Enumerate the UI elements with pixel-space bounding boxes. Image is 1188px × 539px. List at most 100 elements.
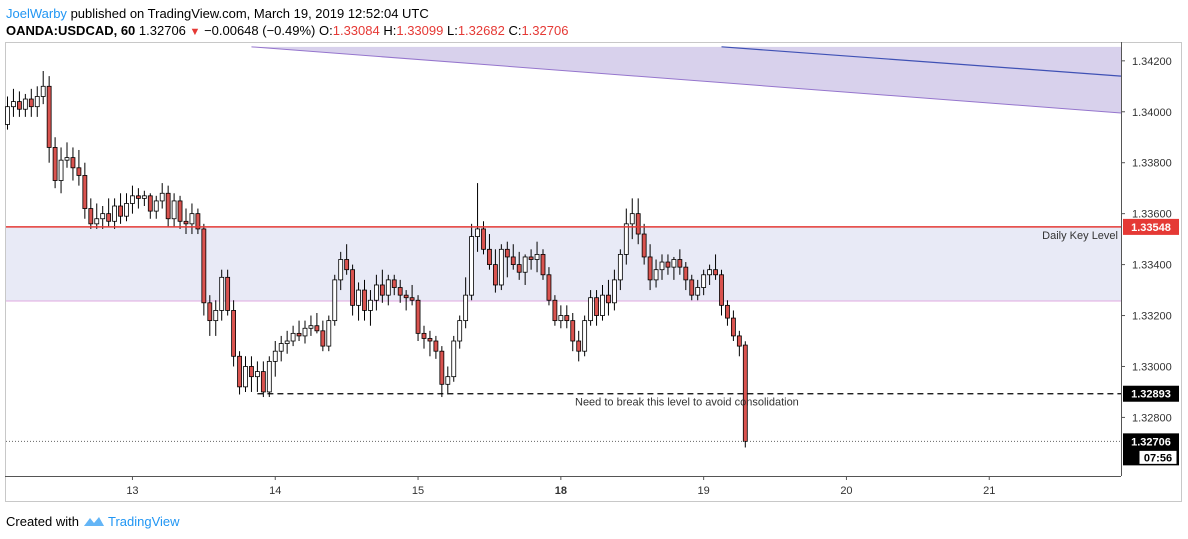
candle-body: [16, 101, 22, 110]
candle-body: [641, 233, 647, 258]
candle-body: [219, 276, 225, 311]
countdown-bg: [1138, 449, 1178, 465]
candle-body: [701, 274, 707, 288]
candle-body: [492, 264, 498, 286]
symbol-label: OANDA:USDCAD, 60: [6, 23, 136, 38]
candle-body: [112, 205, 117, 222]
candle-body: [487, 248, 492, 265]
open-value: 1.33084: [332, 23, 380, 38]
candle-body: [546, 274, 552, 301]
candle-body: [451, 340, 457, 378]
candle-body: [296, 332, 302, 337]
candle-body: [34, 96, 40, 108]
candle-body: [64, 157, 70, 161]
candle-body: [742, 344, 748, 442]
footer: Created with TradingView: [6, 514, 180, 530]
candle-body: [510, 256, 516, 265]
candle-body: [266, 360, 272, 393]
candle-body: [582, 320, 588, 352]
time-tick-label: 21: [983, 485, 995, 497]
candle-body: [594, 297, 599, 316]
candle-body: [677, 259, 683, 268]
candle-body: [249, 366, 254, 378]
price-tick-label: 1.33200: [1132, 311, 1172, 323]
candle-body: [147, 195, 153, 212]
candle-body: [689, 279, 695, 296]
countdown-label: 07:56: [1144, 452, 1172, 464]
low-label: L:: [446, 23, 458, 38]
candle-body: [130, 195, 135, 204]
candle-body: [629, 213, 635, 225]
price-tick-label: 1.32800: [1132, 412, 1172, 424]
candle-body: [106, 213, 112, 222]
candle-body: [46, 85, 52, 148]
candle-body: [225, 276, 231, 311]
candle-body: [350, 269, 356, 306]
time-tick-label: 15: [412, 485, 424, 497]
last-price: 1.32706: [138, 23, 186, 38]
symbol-info: OANDA:USDCAD, 60 1.32706 ▼ −0.00648 (−0.…: [6, 23, 568, 40]
candle-body: [28, 98, 34, 108]
candle-body: [231, 310, 237, 357]
high-label: H:: [383, 23, 397, 38]
candle-body: [195, 213, 201, 230]
candle-body: [403, 294, 409, 299]
candle-body: [272, 350, 278, 362]
channel-lower-edge: [251, 46, 1122, 114]
candle-body: [118, 205, 123, 217]
author-link[interactable]: JoelWarby: [6, 6, 67, 21]
close-label: C:: [508, 23, 522, 38]
candle-body: [82, 175, 88, 209]
key-zone: [6, 226, 1121, 302]
candle-body: [362, 289, 367, 311]
daily-key-level-label: Daily Key Level: [1042, 230, 1118, 242]
tradingview-brand[interactable]: TradingView: [108, 514, 180, 529]
candle-body: [94, 218, 100, 225]
candle-body: [5, 106, 10, 125]
candle-body: [201, 228, 207, 304]
candle-body: [373, 284, 379, 301]
candle-body: [177, 200, 183, 222]
price-tags-layer: 1.33548 1.32893 1.32706 07:56: [1123, 218, 1179, 466]
candle-body: [308, 325, 314, 329]
candle-body: [368, 299, 373, 311]
candle-body: [22, 98, 28, 110]
low-value: 1.32682: [457, 23, 505, 38]
candle-body: [254, 371, 260, 378]
price-tick-label: 1.33800: [1132, 158, 1172, 170]
candle-body: [284, 340, 290, 344]
candle-body: [653, 269, 659, 281]
candle-body: [70, 157, 76, 169]
candle-body: [516, 264, 522, 273]
candle-body: [659, 261, 665, 271]
candle-body: [528, 256, 534, 260]
time-tick-label: 20: [840, 485, 852, 497]
candle-body: [124, 203, 129, 217]
candle-body: [326, 320, 332, 347]
close-value: 1.32706: [521, 23, 569, 38]
last-price-tag: 1.32706: [1131, 436, 1171, 448]
candle-body: [415, 299, 421, 334]
candle-body: [237, 355, 242, 388]
candle-body: [427, 338, 433, 342]
candle-body: [498, 248, 504, 286]
candle-body: [213, 310, 219, 322]
candle-body: [504, 248, 510, 258]
candle-body: [576, 340, 582, 352]
high-value: 1.33099: [396, 23, 444, 38]
chart-border: [5, 42, 1182, 502]
candle-body: [379, 284, 385, 296]
candle-body: [88, 208, 94, 225]
candle-body: [391, 279, 397, 288]
candle-body: [397, 287, 403, 296]
support-level-label: Need to break this level to avoid consol…: [575, 397, 799, 409]
created-with-text: Created with: [6, 514, 79, 529]
candle-body: [457, 320, 463, 342]
candle-body: [736, 335, 742, 347]
candle-body: [534, 254, 540, 260]
published-text: published on TradingView.com, March 19, …: [70, 6, 429, 21]
down-arrow-icon: ▼: [189, 26, 201, 38]
key-level-price-tag-bg: [1123, 218, 1179, 235]
channel-mid-line: [721, 46, 1122, 77]
